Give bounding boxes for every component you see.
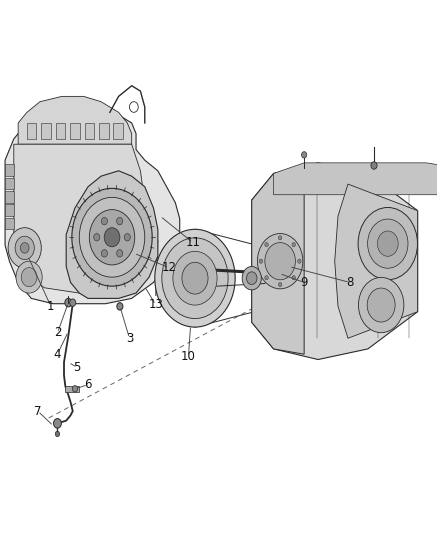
Text: 5: 5 (74, 361, 81, 374)
Circle shape (242, 266, 261, 290)
Polygon shape (41, 123, 51, 139)
Circle shape (104, 228, 120, 247)
Circle shape (70, 299, 76, 306)
Polygon shape (70, 123, 80, 139)
Circle shape (258, 233, 303, 289)
Circle shape (16, 261, 42, 293)
Circle shape (297, 259, 301, 263)
Circle shape (371, 162, 377, 169)
Polygon shape (5, 107, 180, 304)
Circle shape (265, 276, 268, 280)
Circle shape (301, 152, 307, 158)
Polygon shape (14, 144, 145, 293)
Circle shape (124, 233, 131, 241)
Circle shape (265, 243, 268, 247)
Text: 3: 3 (126, 332, 133, 345)
Text: 4: 4 (54, 348, 61, 361)
Circle shape (101, 249, 107, 257)
Polygon shape (99, 123, 109, 139)
Polygon shape (252, 163, 418, 360)
Polygon shape (274, 163, 438, 195)
Circle shape (94, 233, 100, 241)
Circle shape (15, 236, 34, 260)
Circle shape (53, 418, 61, 428)
Polygon shape (5, 177, 14, 189)
Circle shape (358, 207, 417, 280)
Text: 7: 7 (34, 405, 42, 417)
Circle shape (117, 303, 123, 310)
Polygon shape (5, 204, 14, 216)
Circle shape (279, 236, 282, 240)
Circle shape (55, 431, 60, 437)
Circle shape (79, 197, 145, 277)
Text: 13: 13 (148, 298, 163, 311)
Text: 2: 2 (54, 326, 61, 340)
Circle shape (21, 268, 37, 287)
Circle shape (292, 276, 296, 280)
Ellipse shape (173, 251, 217, 305)
Circle shape (367, 219, 408, 268)
Polygon shape (335, 184, 418, 338)
Polygon shape (85, 123, 94, 139)
Polygon shape (66, 171, 158, 298)
Circle shape (358, 277, 404, 333)
Text: 11: 11 (185, 236, 200, 249)
Polygon shape (113, 123, 123, 139)
Circle shape (259, 259, 263, 263)
Circle shape (367, 288, 395, 322)
Circle shape (89, 209, 135, 265)
Circle shape (72, 385, 78, 392)
Circle shape (101, 217, 107, 225)
Circle shape (72, 188, 152, 286)
Polygon shape (56, 123, 65, 139)
Circle shape (247, 272, 257, 285)
Circle shape (279, 282, 282, 287)
Circle shape (65, 298, 72, 307)
Circle shape (117, 217, 123, 225)
Text: 1: 1 (47, 300, 55, 313)
Polygon shape (18, 96, 132, 144)
Polygon shape (252, 168, 304, 354)
Circle shape (20, 243, 29, 253)
Polygon shape (65, 385, 79, 392)
Text: 9: 9 (300, 276, 308, 289)
Ellipse shape (182, 262, 208, 294)
Polygon shape (5, 191, 14, 203)
Ellipse shape (155, 229, 235, 327)
Polygon shape (5, 165, 14, 176)
Ellipse shape (162, 238, 228, 319)
Circle shape (117, 249, 123, 257)
Text: 10: 10 (181, 350, 196, 364)
Circle shape (265, 243, 295, 280)
Text: 8: 8 (346, 276, 353, 289)
Circle shape (378, 231, 398, 256)
Polygon shape (5, 217, 14, 229)
Polygon shape (27, 123, 36, 139)
Circle shape (292, 243, 296, 247)
Circle shape (8, 228, 41, 268)
Text: 12: 12 (161, 261, 176, 274)
Text: 6: 6 (84, 378, 92, 391)
